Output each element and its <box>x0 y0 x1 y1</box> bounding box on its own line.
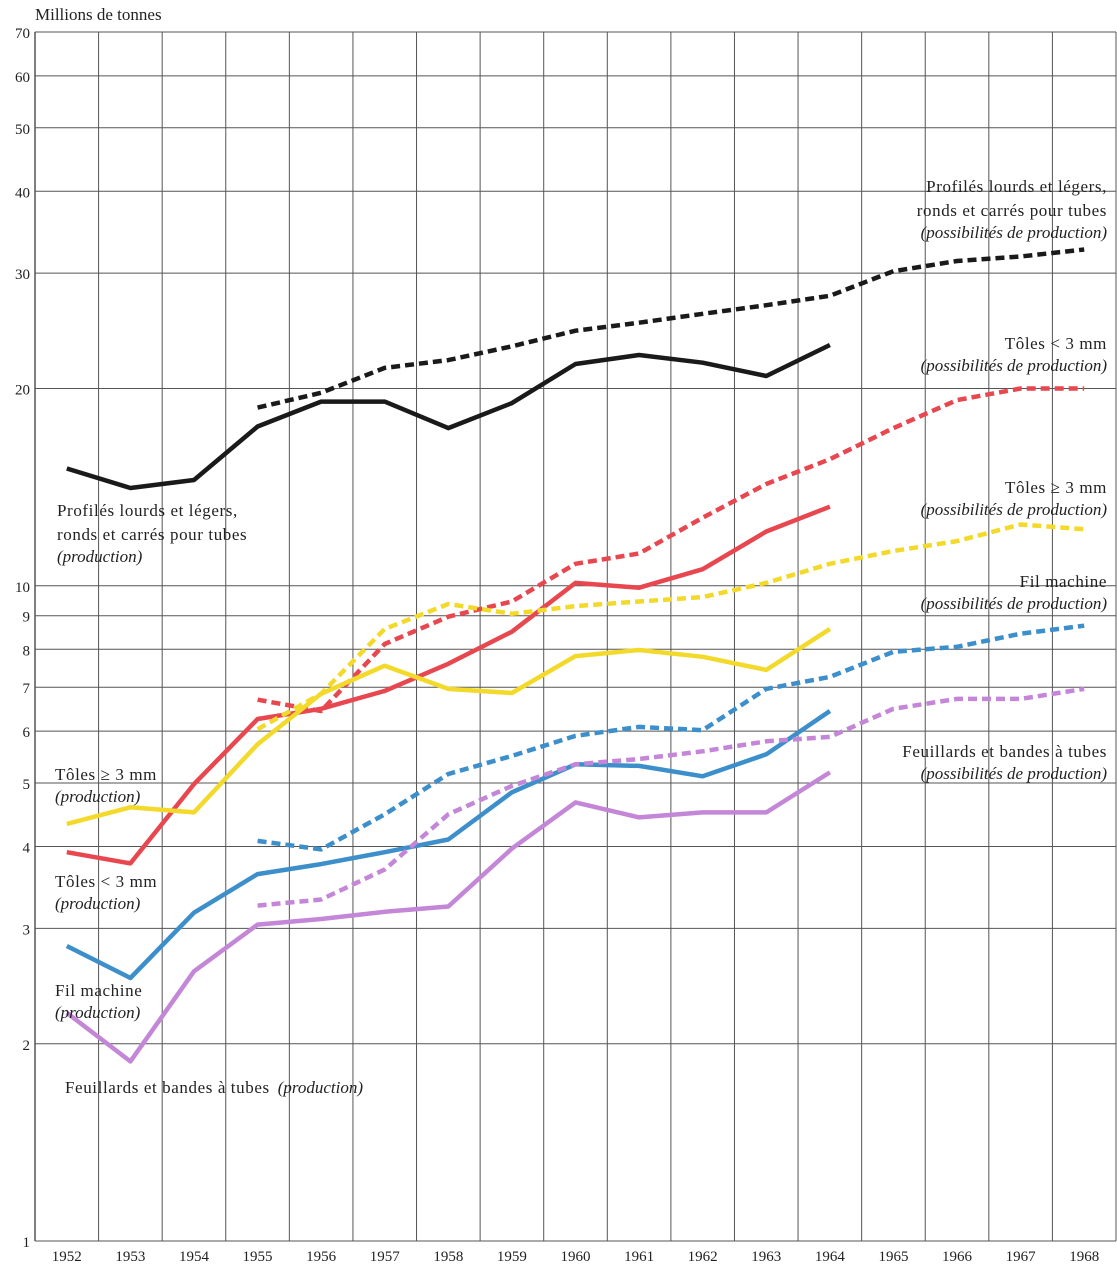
annotation: Tôles < 3 mm <box>1005 334 1107 353</box>
annotation: Fil machine <box>1020 572 1107 591</box>
annotation: Profilés lourds et légers, <box>926 177 1107 196</box>
x-tick-label: 1959 <box>497 1249 527 1265</box>
x-tick-label: 1966 <box>942 1249 973 1265</box>
x-tick-label: 1964 <box>815 1249 846 1265</box>
x-tick-label: 1953 <box>115 1249 145 1265</box>
annotation-note: (production) <box>57 547 143 566</box>
annotation: Profilés lourds et légers, <box>57 501 238 520</box>
y-tick-label: 30 <box>15 267 30 283</box>
capacity-line <box>257 247 1085 410</box>
x-tick-label: 1962 <box>688 1249 718 1265</box>
production-line <box>66 342 831 491</box>
y-tick-label: 20 <box>15 383 30 399</box>
y-tick-label: 4 <box>23 841 31 857</box>
x-tick-label: 1965 <box>878 1249 908 1265</box>
x-tick-label: 1968 <box>1069 1249 1099 1265</box>
y-tick-label: 70 <box>15 26 30 42</box>
production-line <box>66 627 832 827</box>
annotation: Tôles ≥ 3 mm <box>1005 478 1107 497</box>
capacity-line <box>256 522 1085 732</box>
annotation: Tôles < 3 mm <box>55 872 157 891</box>
y-tick-label: 8 <box>23 643 31 659</box>
annotation-note: (production) <box>55 894 141 913</box>
x-tick-label: 1963 <box>751 1249 781 1265</box>
y-tick-label: 40 <box>15 185 30 201</box>
annotation: ronds et carrés pour tubes <box>57 525 247 544</box>
annotation-note: (possibilités de production) <box>921 223 1108 242</box>
annotation-note: (possibilités de production) <box>921 356 1108 375</box>
x-tick-label: 1967 <box>1006 1249 1037 1265</box>
y-tick-label: 50 <box>15 122 30 138</box>
annotation: ronds et carrés pour tubes <box>917 201 1107 220</box>
annotation-note: (possibilités de production) <box>921 500 1108 519</box>
capacity-line <box>257 686 1085 908</box>
y-tick-label: 5 <box>23 777 31 793</box>
y-tick-label: 1 <box>23 1235 31 1251</box>
x-tick-label: 1954 <box>179 1249 210 1265</box>
y-tick-label: 10 <box>15 580 30 596</box>
production-line <box>65 770 832 1064</box>
annotation-note: (possibilités de production) <box>921 764 1108 783</box>
annotation-note: (production) <box>55 1003 141 1022</box>
annotation-note: (possibilités de production) <box>921 594 1108 613</box>
y-axis-label: Millions de tonnes <box>35 5 162 24</box>
production-line <box>66 504 831 866</box>
annotation: Tôles ≥ 3 mm <box>55 765 157 784</box>
x-tick-label: 1952 <box>52 1249 82 1265</box>
capacity-line <box>257 386 1085 714</box>
production-line <box>65 709 832 981</box>
capacity-line <box>257 623 1085 852</box>
y-tick-label: 9 <box>23 610 31 626</box>
annotation-note: (production) <box>278 1078 364 1097</box>
annotation: Feuillards et bandes à tubes <box>902 742 1107 761</box>
annotation-note: (production) <box>55 787 141 806</box>
y-tick-label: 3 <box>23 922 31 938</box>
y-tick-label: 6 <box>23 725 31 741</box>
x-tick-label: 1961 <box>624 1249 654 1265</box>
x-tick-label: 1958 <box>433 1249 463 1265</box>
x-tick-label: 1957 <box>370 1249 401 1265</box>
y-tick-label: 60 <box>15 70 30 86</box>
annotation: Fil machine <box>55 981 142 1000</box>
y-tick-label: 7 <box>23 681 31 697</box>
x-tick-label: 1956 <box>306 1249 337 1265</box>
y-tick-label: 2 <box>23 1038 31 1054</box>
x-tick-label: 1955 <box>243 1249 273 1265</box>
annotation: Feuillards et bandes à tubes <box>65 1078 270 1097</box>
x-tick-label: 1960 <box>561 1249 591 1265</box>
